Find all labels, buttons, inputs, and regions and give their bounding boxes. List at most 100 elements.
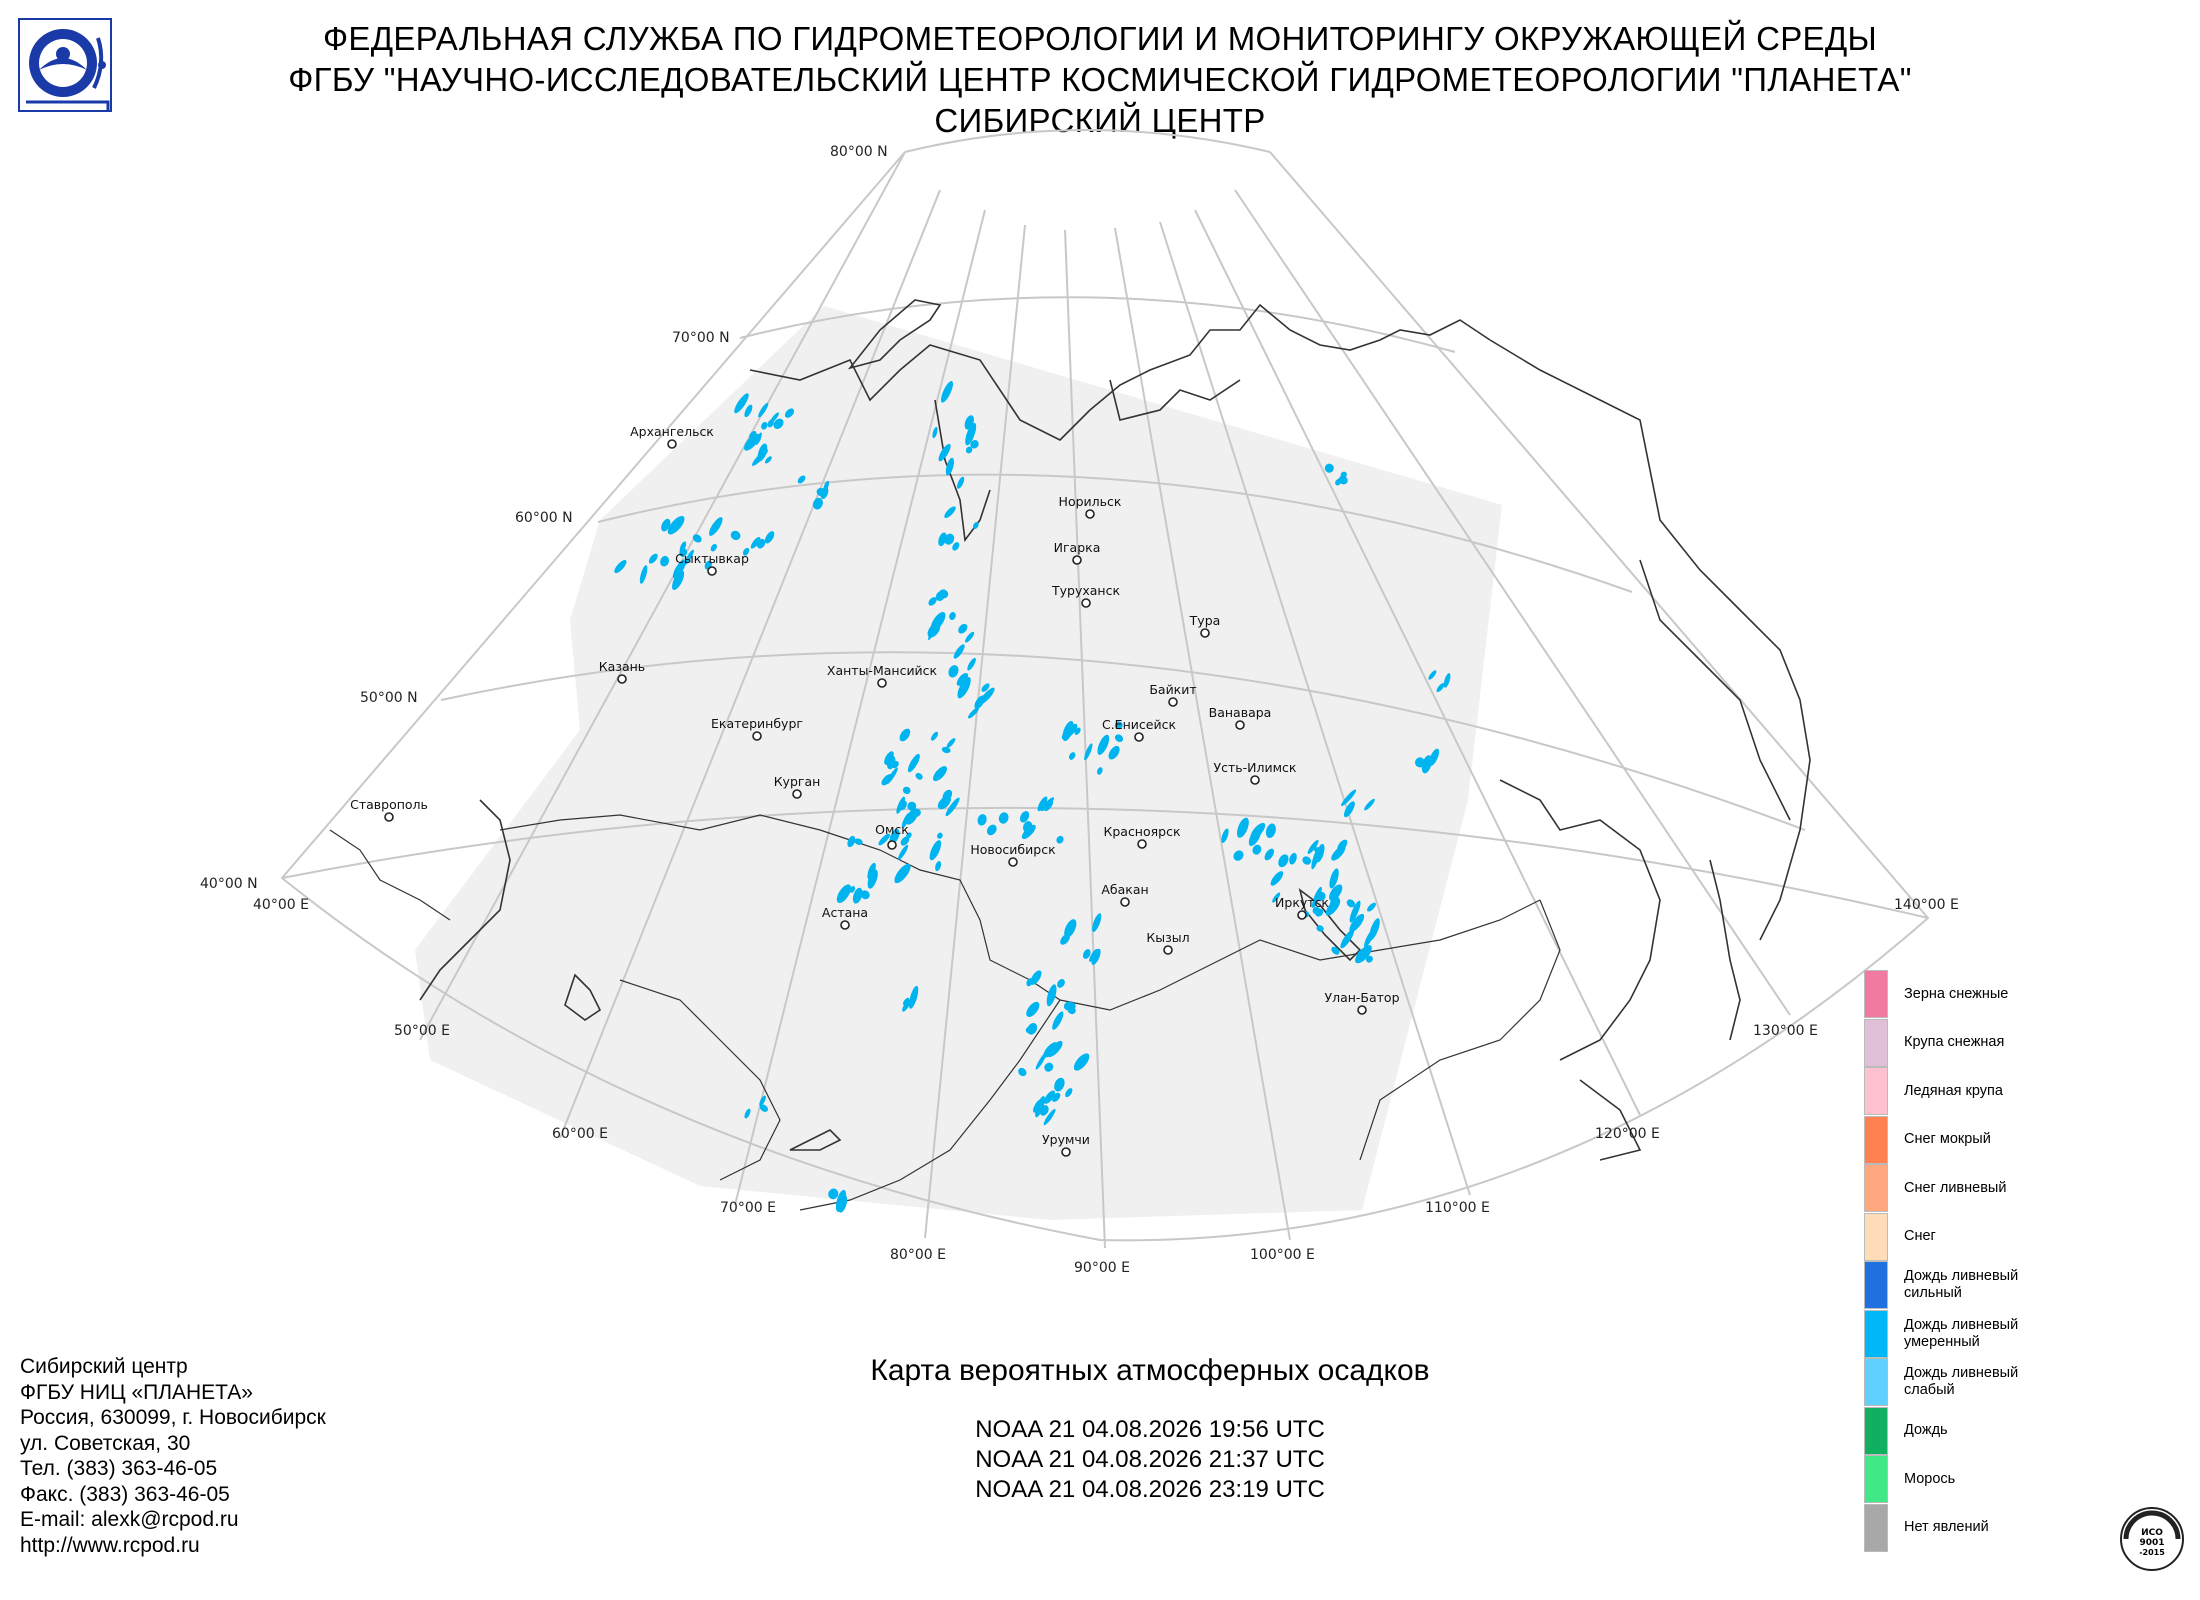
precipitation-cell [1108,745,1120,760]
precipitation-cell [764,456,772,464]
city-marker-tura [1200,628,1210,638]
precipitation-cell [1091,948,1101,965]
lat-label-80: 80°00 N [830,144,888,160]
precipitation-cell [938,443,951,462]
city-label-arkhangelsk: Архангельск [630,424,714,439]
legend-label: Дождь ливневый умеренный [1904,1316,2019,1350]
precipitation-cell [1343,801,1355,818]
border-kazakhstan [499,814,1061,1001]
meridian-130 [1234,189,1791,1016]
map-outer-edge [280,151,1930,1242]
lon-label-50: 50°00 E [394,1023,450,1039]
precipitation-cell [614,560,627,574]
precipitation-cell [1061,723,1078,740]
precipitation-cell [761,421,768,430]
city-label-tura: Тура [1189,613,1221,628]
legend-item: Снег мокрый [1864,1115,2164,1165]
meridian-100 [1114,227,1291,1241]
city-marker-ust-ilimsk [1250,775,1260,785]
precipitation-cell [927,622,941,638]
legend-swatch [1864,1503,1888,1552]
city-marker-kyzyl [1163,945,1173,955]
legend-item: Крупа снежная [1864,1018,2164,1068]
precipitation-cell [755,432,762,445]
contact-email: E-mail: alexk@rcpod.ru [20,1508,239,1531]
city-marker-turukhansk [1081,598,1091,608]
latitude-labels: 80°00 N 70°00 N 60°00 N 50°00 N 40°00 N [200,144,888,892]
coastline-sakhalin [1709,859,1741,1041]
precipitation-cell [970,440,979,449]
city-marker-igarka [1072,555,1082,565]
precipitation-cell [773,418,784,429]
precipitation-cell [1096,767,1103,775]
latitude-arc-80 [904,129,1271,153]
precipitation-cell [915,772,923,780]
precipitation-cell [784,408,795,418]
latitude-arc-40 [281,806,1929,919]
precipitation-cell [764,531,775,544]
city-label-kazan: Казань [599,659,645,674]
city-marker-stavropol [384,812,394,822]
latitude-arc-50 [440,651,1806,831]
lon-label-140: 140°00 E [1894,897,1959,913]
precipitation-cell [744,433,760,451]
precipitation-cell [1114,721,1123,730]
precipitation-cell [1428,748,1440,766]
precipitation-cell [1335,478,1342,486]
precipitation-cell [907,753,920,773]
precipitation-cell [1068,752,1076,760]
precipitation-cell [854,838,863,845]
legend-swatch [1864,1358,1888,1406]
precipitation-cell [1265,823,1276,839]
city-label-novosibirsk: Новосибирск [970,842,1056,857]
precipitation-cell [945,457,955,476]
precipitation-cell [816,487,826,497]
legend-label: Крупа снежная [1904,1034,2005,1050]
legend-swatch [1864,1067,1888,1115]
precipitation-cell [1074,727,1081,735]
precipitation-cell [968,707,979,719]
precipitation-cell [1340,929,1354,949]
precipitation-cell [1027,1022,1038,1035]
city-label-ust-ilimsk: Усть-Илимск [1214,760,1297,775]
precipitation-cell [672,559,686,579]
precipitation-cell [661,518,671,532]
precipitation-cell [977,814,987,826]
precipitation-cell [1316,925,1324,932]
precipitation-cell [1307,840,1319,854]
legend-label: Морось [1904,1470,1956,1487]
precipitation-cell [949,611,956,621]
satellite-passes: NOAA 21 04.08.2026 19:56 UTC NOAA 21 04.… [760,1415,1540,1505]
city-labels: Архангельск Сыктывкар Казань Ставрополь … [350,424,1399,1147]
lat-label-40: 40°00 N [200,876,258,892]
legend-item: Дождь [1864,1406,2164,1456]
pass-line: NOAA 21 04.08.2026 21:37 UTC [975,1446,1325,1473]
precipitation-cell [965,446,973,454]
precipitation-cell [734,393,749,414]
city-marker-kazan [617,674,627,684]
precipitation-cell [1043,1090,1056,1104]
precipitation-cell [1060,933,1070,945]
legend-swatch [1864,1115,1888,1164]
city-marker-krasnoyarsk [1137,839,1147,849]
precipitation-cell [905,808,919,825]
precipitation-cell [1324,463,1334,473]
coastline-east [1489,339,1811,941]
legend-swatch [1864,1261,1888,1309]
iso-badge-text-3: -2015 [2139,1548,2165,1557]
precipitation-cell [1428,670,1437,680]
legend-item: Дождь ливневый слабый [1864,1358,2164,1407]
city-label-norilsk: Норильск [1059,494,1122,509]
precipitation-cell [836,884,851,903]
precipitation-cell [692,534,702,543]
precipitation-cell [679,541,687,553]
precipitation-cell [945,797,960,817]
header-line-2: ФГБУ "НАУЧНО-ИССЛЕДОВАТЕЛЬСКИЙ ЦЕНТР КОС… [288,61,1912,98]
precipitation-cell [709,517,723,536]
iso-badge-text-2: 9001 [2139,1538,2164,1548]
lon-label-80: 80°00 E [890,1247,946,1263]
contact-info: Сибирский центр ФГБУ НИЦ «ПЛАНЕТА» Росси… [20,1354,326,1558]
precipitation-cell [1221,828,1229,843]
precipitation-cell [684,549,694,566]
precipitation-cell [852,887,863,904]
